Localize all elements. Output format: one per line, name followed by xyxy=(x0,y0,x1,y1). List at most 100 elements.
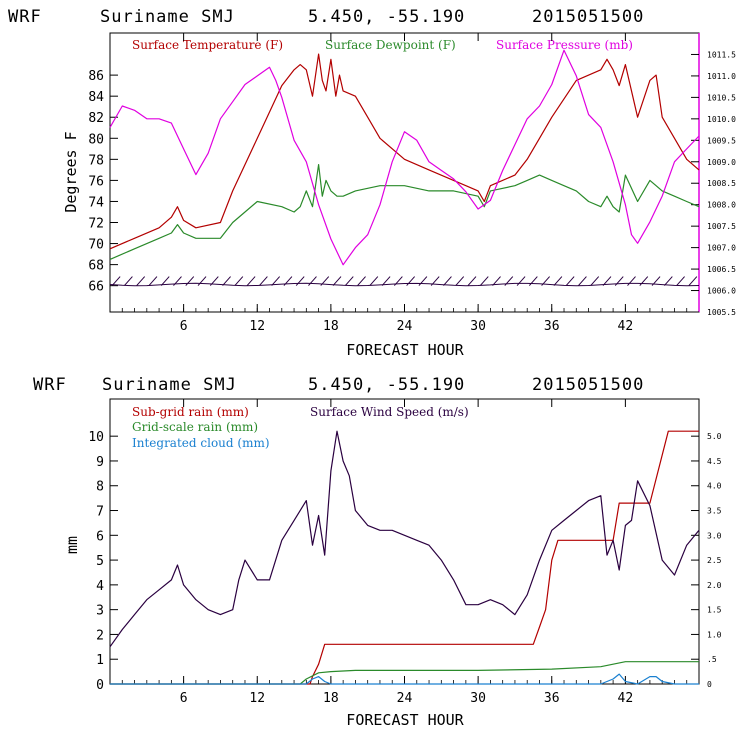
chart1-legend-pressure: Surface Pressure (mb) xyxy=(496,38,633,52)
chart1-wind-barb xyxy=(308,276,317,286)
chart2-x-tick-label: 24 xyxy=(397,691,413,706)
chart2-y-tick-label: 0 xyxy=(96,678,104,693)
chart2-y2-tick-label: 3.5 xyxy=(707,507,722,516)
chart1-wind-barb xyxy=(283,276,293,286)
chart2-series-subgrid-rain xyxy=(110,430,699,685)
chart1-wind-barb xyxy=(528,276,538,286)
chart2-y2-tick-label: .5 xyxy=(707,655,717,664)
chart1-wind-barb xyxy=(479,276,489,286)
chart2-y2-tick-label: 2.5 xyxy=(707,556,722,565)
chart2-series-gridscale-rain xyxy=(110,661,699,685)
chart2-y-tick-label: 8 xyxy=(96,480,104,495)
chart1-wind-barb xyxy=(160,276,170,286)
chart1-wind-barb xyxy=(295,276,305,286)
chart1-header-coords: 5.450, -55.190 xyxy=(308,7,465,27)
chart1-wind-barb xyxy=(246,276,256,286)
chart1-y2-tick-label: 1011.5 xyxy=(707,50,736,59)
chart1-x-tick-label: 18 xyxy=(323,319,339,334)
chart2-x-tick-label: 36 xyxy=(544,691,560,706)
chart1-wind-barb xyxy=(602,276,612,286)
chart2-header-date: 2015051500 xyxy=(532,375,644,395)
chart1-wind-barb xyxy=(688,276,698,286)
chart1-wind-barb xyxy=(271,276,281,286)
chart2-y2-tick-label: 4.5 xyxy=(707,457,722,466)
chart1-wind-barb xyxy=(148,276,158,286)
chart1-wind-barb xyxy=(357,276,366,286)
chart1-wind-barb xyxy=(418,276,428,286)
chart1-x-axis-label: FORECAST HOUR xyxy=(346,341,464,359)
chart1-y2-tick-label: 1011.0 xyxy=(707,72,736,81)
chart1-y-tick-label: 80 xyxy=(88,132,104,147)
chart1-wind-barb xyxy=(639,276,649,286)
chart2-x-tick-label: 30 xyxy=(470,691,486,706)
chart1-wind-barb xyxy=(590,276,600,286)
chart1-ticks: 6 12 18 24 30 36 42 66 68 70 72 74 76 78 80 82 84 86 1005.… xyxy=(88,33,736,334)
chart1-y-tick-label: 66 xyxy=(88,280,104,295)
chart2-y-axis-label: mm xyxy=(63,536,81,554)
chart2-y2-tick-label: 1.0 xyxy=(707,630,722,639)
chart1-wind-barb xyxy=(406,276,416,286)
chart2-y-tick-label: 5 xyxy=(96,554,104,569)
chart2-y-tick-label: 1 xyxy=(96,653,104,668)
chart1-x-tick-label: 36 xyxy=(544,319,560,334)
chart1-x-tick-label: 6 xyxy=(180,319,188,334)
chart2-y-tick-label: 9 xyxy=(96,455,104,470)
chart1-wind-barb xyxy=(663,276,673,286)
chart1-y-axis-label: Degrees F xyxy=(62,131,80,212)
chart2-header-station: Suriname SMJ xyxy=(102,375,237,395)
chart1-y-tick-label: 76 xyxy=(88,174,104,189)
chart1-wind-barb xyxy=(430,276,440,286)
chart2-y-tick-label: 3 xyxy=(96,604,104,619)
chart1-plot-area xyxy=(109,32,700,313)
chart2-header-model: WRF xyxy=(33,375,67,395)
chart2-y2-tick-label: 1.5 xyxy=(707,606,722,615)
chart2-y2-tick-label: 2.0 xyxy=(707,581,722,590)
chart2-series xyxy=(109,430,700,685)
chart1-wind-barb xyxy=(676,276,685,286)
chart1-y-tick-label: 74 xyxy=(88,195,104,210)
chart2-legend-cloud: Integrated cloud (mm) xyxy=(132,436,270,450)
chart1-wind-barb xyxy=(541,276,550,286)
chart1-y-tick-label: 72 xyxy=(88,217,104,232)
chart1-y2-tick-label: 1005.5 xyxy=(707,308,736,317)
chart1-header-model: WRF xyxy=(8,7,42,27)
chart2-y2-tick-label: 5.0 xyxy=(707,432,722,441)
chart1-wind-barb xyxy=(111,276,121,286)
chart2-y-tick-label: 7 xyxy=(96,505,104,520)
chart1-y2-tick-label: 1009.0 xyxy=(707,158,736,167)
chart2-x-tick-label: 6 xyxy=(180,691,188,706)
chart1-header-station: Suriname SMJ xyxy=(100,7,235,27)
chart1-y2-tick-label: 1009.5 xyxy=(707,136,736,145)
chart1-y-tick-label: 70 xyxy=(88,238,104,253)
chart2-y2-tick-label: 4.0 xyxy=(707,482,722,491)
chart1-wind-barb xyxy=(185,276,195,286)
chart1-x-tick-label: 12 xyxy=(249,319,265,334)
chart1-wind-barb-baseline xyxy=(109,282,700,287)
chart1-wind-barb xyxy=(197,276,207,286)
chart1-wind-barb xyxy=(565,276,575,286)
chart2-y2-tick-label: 0 xyxy=(707,680,712,689)
chart1-header-date: 2015051500 xyxy=(532,7,644,27)
chart1-wind-barb xyxy=(222,276,231,286)
chart1-wind-barb xyxy=(234,276,244,286)
chart1-series-temperature xyxy=(109,53,700,250)
chart2-x-tick-label: 42 xyxy=(618,691,634,706)
chart1-y2-tick-label: 1008.0 xyxy=(707,201,736,210)
chart1-wind-barb xyxy=(320,276,330,286)
chart1-y2-tick-label: 1007.5 xyxy=(707,222,736,231)
chart2-legend-subgrid-rain: Sub-grid rain (mm) xyxy=(132,405,249,419)
chart1-y-tick-label: 84 xyxy=(88,90,104,105)
chart1-legend-temperature: Surface Temperature (F) xyxy=(132,38,283,52)
chart1-wind-barb xyxy=(467,276,477,286)
chart1-legend-dewpoint: Surface Dewpoint (F) xyxy=(325,38,456,52)
chart1-wind-barb xyxy=(492,276,501,286)
chart2-y-tick-label: 2 xyxy=(96,628,104,643)
chart1-y2-tick-label: 1007.0 xyxy=(707,244,736,253)
chart2-series-cloud xyxy=(110,673,699,685)
chart1-wind-barb xyxy=(136,276,146,286)
chart1-series-pressure xyxy=(109,49,700,266)
chart1-wind-barb xyxy=(332,276,342,286)
chart1-y2-tick-label: 1010.5 xyxy=(707,93,736,102)
chart1-wind-barb xyxy=(381,276,391,286)
